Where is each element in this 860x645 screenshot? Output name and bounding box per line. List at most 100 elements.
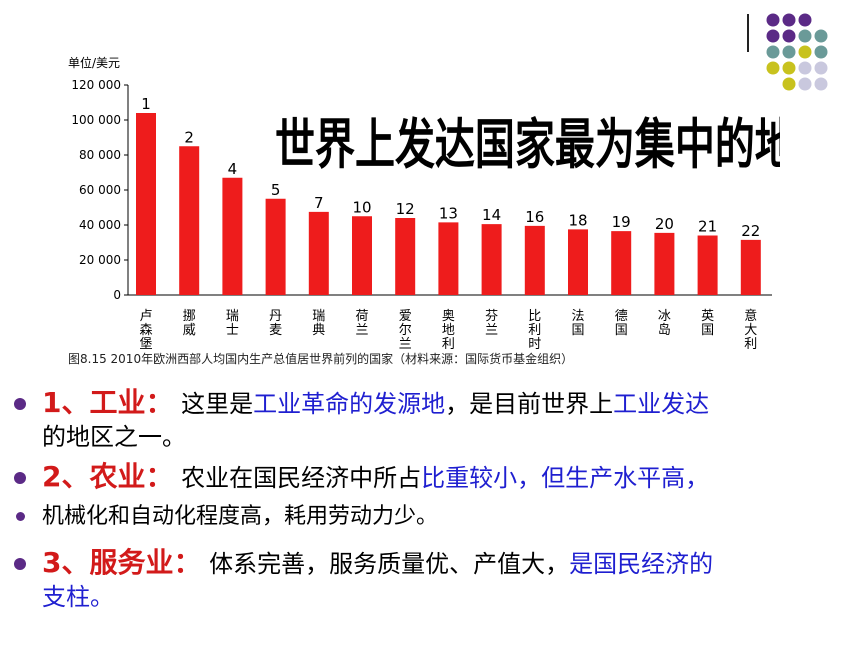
bar-rank-label: 7: [314, 194, 324, 212]
y-tick-label: 0: [113, 288, 121, 302]
bar: [740, 239, 761, 295]
chart-caption: 图8.15 2010年欧洲西部人均国内生产总值居世界前列的国家（材料来源：国际货…: [68, 351, 573, 366]
bullet-agriculture: 2、农业： 农业在国民经济中所占比重较小，但生产水平高，: [10, 460, 855, 500]
bar: [395, 218, 416, 295]
bullet-text: 这里是: [181, 390, 254, 418]
chart-overlay-title: 世界上发达国家最为集中的地区: [275, 114, 780, 177]
bar-rank-label: 14: [482, 206, 501, 224]
decorative-dot-grid: [766, 13, 828, 91]
x-tick-label: 堡: [139, 336, 152, 352]
x-tick-label: 典: [312, 323, 325, 338]
x-tick-label: 士: [226, 323, 239, 338]
x-tick-label: 芬: [485, 309, 498, 324]
bar: [222, 177, 243, 295]
bullet-text: 的地区之一。: [42, 423, 186, 451]
bar-series: 1卢森堡2挪威4瑞士5丹麦7瑞典10荷兰12爱尔兰13奥地利14芬兰16比利时1…: [136, 95, 761, 352]
decorative-dot: [814, 77, 828, 91]
bar-rank-label: 12: [396, 200, 415, 218]
x-tick-label: 法: [571, 309, 584, 324]
bar-rank-label: 21: [698, 218, 717, 236]
x-tick-label: 意: [744, 308, 757, 324]
decorative-dot: [814, 45, 828, 59]
bar: [654, 232, 675, 295]
x-tick-label: 比: [528, 309, 541, 324]
bar: [611, 231, 632, 295]
bullet-head: 1、工业：: [42, 386, 174, 419]
x-tick-label: 卢: [139, 308, 152, 324]
bullet-highlight: 是国民经济的: [569, 550, 714, 578]
bullet-industry: 1、工业： 这里是工业革命的发源地，是目前世界上工业发达: [10, 386, 855, 420]
y-tick-label: 60 000: [79, 183, 121, 197]
decorative-dot: [766, 29, 780, 43]
x-tick-label: 瑞: [226, 309, 239, 324]
bullet-highlight: 支柱。: [42, 583, 114, 611]
x-tick-label: 兰: [355, 323, 368, 338]
bullet-text: 农业在国民经济中所占: [181, 464, 422, 492]
bar-rank-label: 19: [612, 213, 631, 231]
bar: [568, 229, 588, 295]
y-tick-label: 120 000: [71, 78, 121, 92]
x-tick-label: 麦: [269, 323, 282, 338]
bar-rank-label: 2: [184, 128, 194, 146]
decorative-dot: [782, 61, 796, 75]
bar: [697, 235, 718, 295]
bullet-mechanization: 机械化和自动化程度高，耗用劳动力少。: [10, 500, 855, 546]
bullet-head: 2、农业：: [42, 460, 174, 493]
x-tick-label: 冰: [658, 309, 671, 324]
bar: [136, 113, 156, 295]
bar: [438, 222, 459, 295]
bullet-text: 体系完善，服务质量优、产值大，: [209, 550, 570, 578]
decorative-dot: [782, 45, 796, 59]
bar: [481, 224, 502, 295]
bullet-text: ，是目前世界上: [445, 390, 614, 418]
decorative-dot: [798, 77, 812, 91]
x-tick-label: 威: [183, 323, 196, 338]
bar-rank-label: 5: [271, 181, 281, 199]
bullet-list: 1、工业： 这里是工业革命的发源地，是目前世界上工业发达 的地区之一。 2、农业…: [10, 386, 855, 614]
bullet-head: 3、服务业：: [42, 546, 202, 579]
decorative-dot: [766, 61, 780, 75]
bar-rank-label: 1: [141, 95, 151, 113]
bar: [265, 198, 286, 295]
y-tick-label: 80 000: [79, 148, 121, 162]
x-tick-label: 大: [744, 323, 757, 338]
bullet-highlight: 比重较小，但生产水平高，: [421, 464, 710, 492]
y-tick-label: 40 000: [79, 218, 121, 232]
x-tick-label: 瑞: [312, 309, 325, 324]
decorative-dot: [798, 61, 812, 75]
x-tick-label: 地: [442, 323, 455, 338]
decorative-dot: [782, 77, 796, 91]
decorative-dot: [782, 29, 796, 43]
x-tick-label: 国: [615, 323, 628, 338]
bar: [179, 146, 200, 295]
x-tick-label: 挪: [183, 309, 196, 324]
bullet-highlight: 工业革命的发源地: [253, 390, 446, 418]
decorative-dot: [798, 45, 812, 59]
y-tick-label: 20 000: [79, 253, 121, 267]
bullet-services-cont: 支柱。: [10, 580, 855, 614]
x-tick-label: 兰: [399, 337, 412, 352]
decorative-divider: [747, 14, 749, 52]
bar-rank-label: 10: [352, 198, 371, 216]
x-tick-label: 英: [701, 309, 714, 324]
bullet-dot: [14, 398, 26, 410]
bullet-highlight: 工业发达: [613, 390, 710, 418]
x-tick-label: 国: [571, 323, 584, 338]
decorative-dot: [782, 13, 796, 27]
decorative-dot: [766, 13, 780, 27]
decorative-dot: [766, 45, 780, 59]
x-tick-label: 奥: [442, 309, 455, 324]
x-tick-label: 爱: [399, 309, 412, 324]
bar-rank-label: 16: [525, 208, 544, 226]
bullet-text: 机械化和自动化程度高，耗用劳动力少。: [42, 504, 439, 529]
bullet-services: 3、服务业： 体系完善，服务质量优、产值大，是国民经济的: [10, 546, 855, 580]
bar: [352, 216, 372, 295]
y-axis: 0 20 000 40 000 60 000 80 000 100 000 120 000: [71, 78, 772, 302]
y-axis-label: 单位/美元: [68, 55, 120, 70]
bar-rank-label: 20: [655, 215, 674, 233]
x-tick-label: 德: [615, 309, 628, 324]
decorative-dot: [798, 13, 812, 27]
bar-rank-label: 18: [568, 211, 587, 229]
y-tick-label: 100 000: [71, 113, 121, 127]
